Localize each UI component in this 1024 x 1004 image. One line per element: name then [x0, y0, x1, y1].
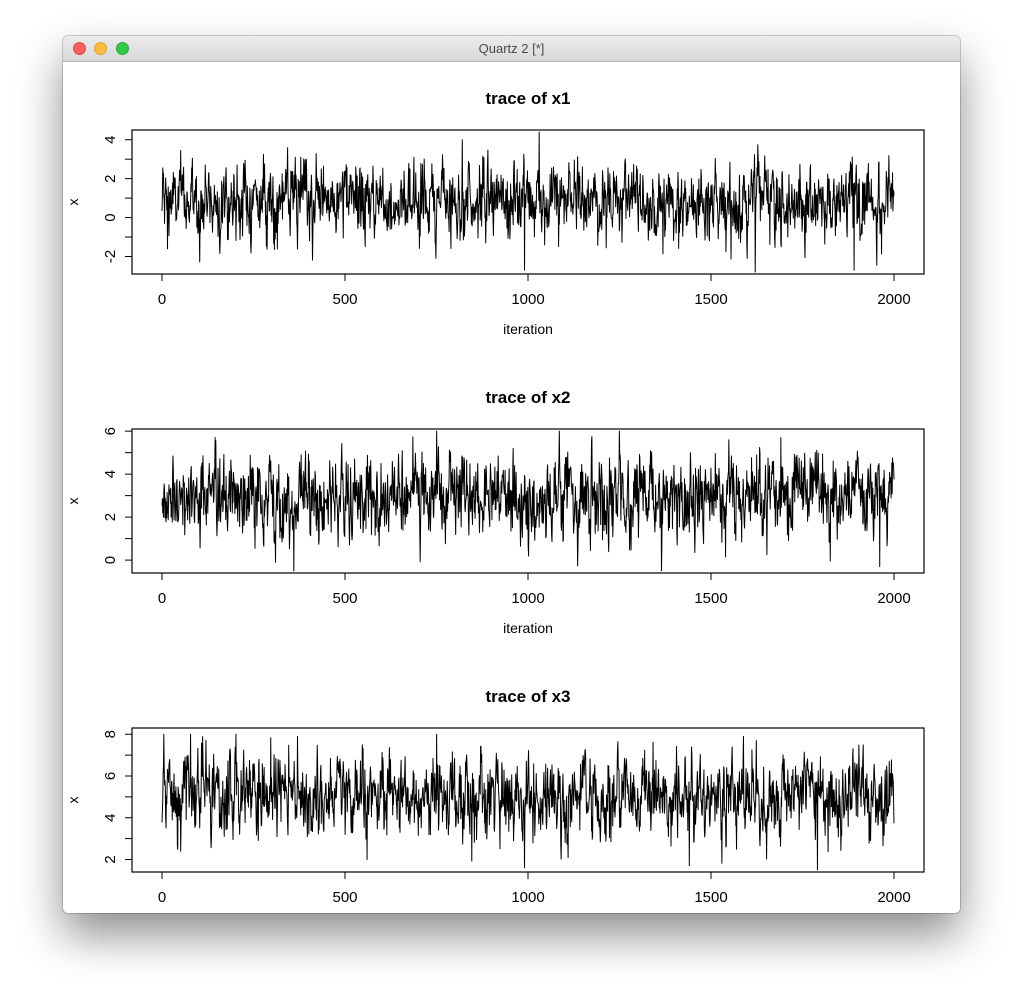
- y-tick-label-2-3: 6: [102, 427, 119, 435]
- zoom-button[interactable]: [116, 42, 129, 55]
- x-tick-label-2-4: 2000: [877, 590, 910, 607]
- x-tick-label-2-1: 500: [332, 590, 357, 607]
- y-axis-label-2: x: [65, 498, 81, 505]
- minimize-button[interactable]: [94, 42, 107, 55]
- x-tick-label-3-2: 1000: [511, 889, 544, 906]
- x-tick-label-1-0: 0: [158, 291, 166, 308]
- x-axis-label-1: iteration: [503, 321, 553, 337]
- x-tick-label-3-4: 2000: [877, 889, 910, 906]
- x-tick-label-2-0: 0: [158, 590, 166, 607]
- y-tick-label-1-1: 0: [102, 213, 119, 221]
- x-tick-label-1-1: 500: [332, 291, 357, 308]
- close-button[interactable]: [73, 42, 86, 55]
- trace-line-2: [161, 430, 895, 572]
- y-tick-label-2-0: 0: [102, 556, 119, 564]
- y-tick-label-3-3: 8: [102, 730, 119, 738]
- x-tick-label-2-3: 1500: [694, 590, 727, 607]
- y-axis-label-3: x: [65, 797, 81, 804]
- chart-title-1: trace of x1: [485, 89, 570, 108]
- chart-title-2: trace of x2: [485, 388, 570, 407]
- y-tick-label-1-3: 4: [102, 136, 119, 144]
- title-bar[interactable]: Quartz 2 [*]: [63, 36, 960, 62]
- x-tick-label-3-3: 1500: [694, 889, 727, 906]
- x-tick-label-1-2: 1000: [511, 291, 544, 308]
- y-tick-label-3-2: 6: [102, 772, 119, 780]
- chart-title-3: trace of x3: [485, 687, 570, 706]
- y-tick-label-2-1: 2: [102, 513, 119, 521]
- y-tick-label-2-2: 4: [102, 470, 119, 478]
- trace-plots: trace of x10 500 1000 1500 2000-2024xiterati…: [65, 89, 925, 906]
- y-tick-label-1-0: -2: [102, 250, 119, 263]
- trace-line-1: [161, 131, 895, 273]
- plot-window: Quartz 2 [*] trace of x1 0 500 1000 1500 2000…: [63, 36, 960, 913]
- y-tick-label-3-0: 2: [102, 855, 119, 863]
- trace-line-3: [161, 733, 895, 871]
- x-tick-label-3-0: 0: [158, 889, 166, 906]
- x-axis-label-2: iteration: [503, 620, 553, 636]
- y-axis-label-1: x: [65, 199, 81, 206]
- y-tick-label-1-2: 2: [102, 174, 119, 182]
- window-title: Quartz 2 [*]: [478, 41, 545, 56]
- x-tick-label-1-4: 2000: [877, 291, 910, 308]
- x-tick-label-3-1: 500: [332, 889, 357, 906]
- x-tick-label-1-3: 1500: [694, 291, 727, 308]
- x-tick-label-2-2: 1000: [511, 590, 544, 607]
- y-tick-label-3-1: 4: [102, 814, 119, 822]
